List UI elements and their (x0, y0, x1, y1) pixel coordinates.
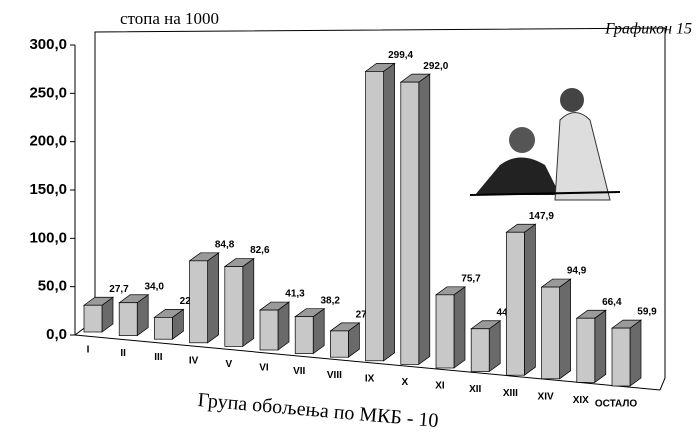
bar-side (488, 320, 501, 373)
bar (470, 328, 490, 372)
bar (506, 231, 525, 376)
back-wall (94, 27, 666, 378)
bar (154, 317, 173, 340)
value-label: 299,4 (388, 50, 413, 61)
bar-side (242, 257, 255, 348)
bar (541, 286, 560, 380)
bar-side (559, 278, 571, 380)
x-tick-label: VI (259, 363, 269, 374)
value-label: 147,9 (529, 211, 554, 222)
x-tick-label: ОСТАЛО (595, 399, 638, 410)
x-tick-label: III (154, 352, 163, 363)
bar (224, 266, 244, 347)
value-label: 66,4 (602, 297, 622, 308)
value-label: 41,3 (285, 289, 305, 300)
bar (189, 260, 208, 344)
x-tick-label: XIX (573, 395, 589, 406)
x-tick-label: XIV (538, 391, 554, 402)
floor-edge (659, 377, 666, 391)
bar-side (453, 286, 466, 369)
bar-side (207, 252, 219, 344)
y-tick-label: 200,0 (29, 133, 67, 150)
y-tick-label: 50,0 (38, 278, 67, 295)
illustration (469, 88, 621, 201)
x-tick-label: IX (365, 373, 375, 384)
y-tick-label: 100,0 (29, 229, 67, 246)
x-axis (74, 334, 661, 391)
x-axis-label: Група обољења по МКБ - 10 (197, 389, 440, 432)
bar (435, 294, 455, 369)
bar (83, 304, 103, 333)
bar (294, 316, 314, 354)
bar-side (383, 62, 395, 362)
x-tick-label: IV (189, 355, 199, 366)
y-tick-label: 150,0 (29, 181, 67, 198)
x-tick-label: X (401, 377, 408, 388)
bar (611, 327, 631, 387)
x-tick-label: XIII (503, 388, 518, 399)
bar (576, 317, 596, 383)
bar-side (594, 309, 607, 384)
bar (400, 81, 420, 365)
x-tick-label: VIII (327, 370, 342, 381)
x-tick-label: VII (293, 366, 305, 377)
bar-side (629, 319, 642, 387)
bar (118, 302, 138, 336)
value-label: 75,7 (461, 273, 481, 284)
x-tick-label: XI (435, 381, 445, 392)
x-tick-label: XII (469, 384, 481, 395)
bar (330, 330, 349, 358)
value-label: 84,8 (215, 239, 235, 250)
y-tick-label: 300,0 (29, 36, 67, 53)
chart-title: Графикон 15 (604, 21, 692, 38)
y-tick-label: 0,0 (46, 326, 67, 343)
value-label: 94,9 (567, 266, 587, 277)
bar-side (418, 73, 431, 366)
x-tick-label: II (120, 348, 126, 359)
value-label: 27,7 (109, 284, 129, 295)
y-tick-label: 250,0 (29, 84, 67, 101)
value-label: 38,2 (320, 295, 340, 306)
x-tick-label: I (87, 345, 90, 356)
value-label: 292,0 (423, 61, 448, 72)
bar-side (524, 223, 536, 376)
bar (259, 309, 279, 351)
value-label: 82,6 (250, 245, 270, 256)
value-label: 59,9 (637, 307, 657, 318)
x-tick-label: V (225, 359, 232, 370)
y-axis-label: стопа на 1000 (120, 9, 219, 28)
value-label: 34,0 (144, 281, 164, 292)
bar (365, 71, 384, 362)
